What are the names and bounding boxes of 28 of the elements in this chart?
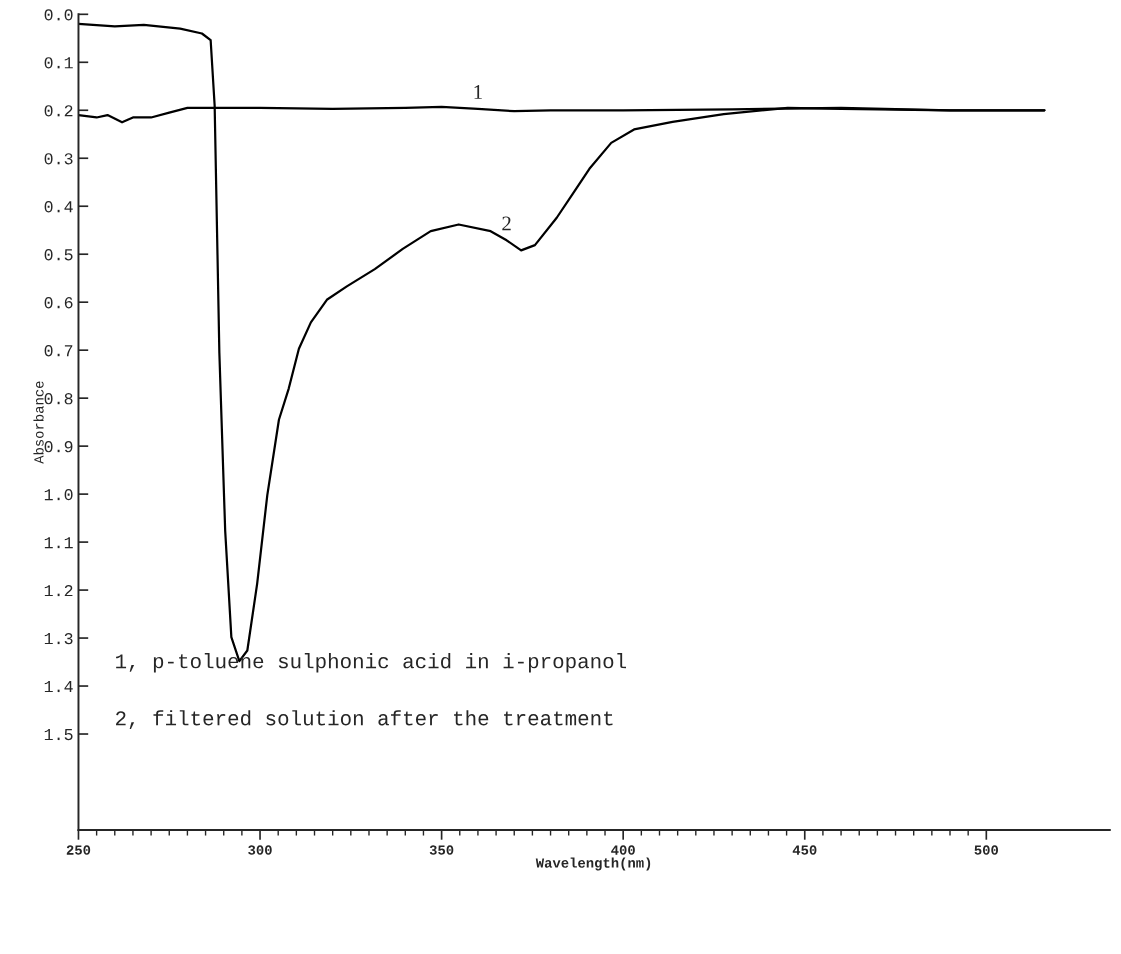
y-tick-label: 1.1 bbox=[44, 537, 73, 549]
x-tick-label: 350 bbox=[429, 845, 454, 855]
x-tick-label: 400 bbox=[611, 845, 635, 855]
y-tick-label: 0.9 bbox=[44, 441, 73, 453]
y-tick-label: 0.1 bbox=[44, 57, 73, 69]
y-tick-label: 1.3 bbox=[44, 632, 73, 645]
annotation: 1 bbox=[474, 85, 482, 99]
y-tick-label: 1.2 bbox=[44, 584, 73, 597]
y-tick-label: 0.2 bbox=[44, 105, 73, 117]
x-tick-label: 250 bbox=[66, 845, 91, 855]
x-axis-title: Wavelength(nm) bbox=[535, 857, 651, 871]
x-tick-label: 500 bbox=[974, 845, 999, 855]
y-tick-label: 0.3 bbox=[44, 153, 73, 165]
y-tick-label: 0.5 bbox=[44, 249, 73, 261]
annotation: 2 bbox=[502, 216, 511, 231]
annotation: 1, p-toluene sulphonic acid in i-propanol bbox=[116, 653, 626, 673]
y-tick-label: 0.7 bbox=[44, 345, 73, 357]
y-axis-title: Absorbance bbox=[33, 381, 44, 464]
x-tick-label: 300 bbox=[248, 845, 272, 855]
y-tick-label: 0.8 bbox=[44, 393, 73, 405]
y-tick-label: 0.0 bbox=[44, 9, 73, 21]
y-tick-label: 0.6 bbox=[44, 297, 73, 309]
y-tick-label: 1.5 bbox=[44, 729, 73, 741]
y-tick-label: 0.4 bbox=[44, 201, 73, 213]
y-tick-label: 1.0 bbox=[44, 489, 73, 501]
x-tick-label: 450 bbox=[792, 845, 817, 855]
annotation: 2, filtered solution after the treatment bbox=[116, 710, 613, 729]
y-tick-label: 1.4 bbox=[44, 681, 73, 693]
